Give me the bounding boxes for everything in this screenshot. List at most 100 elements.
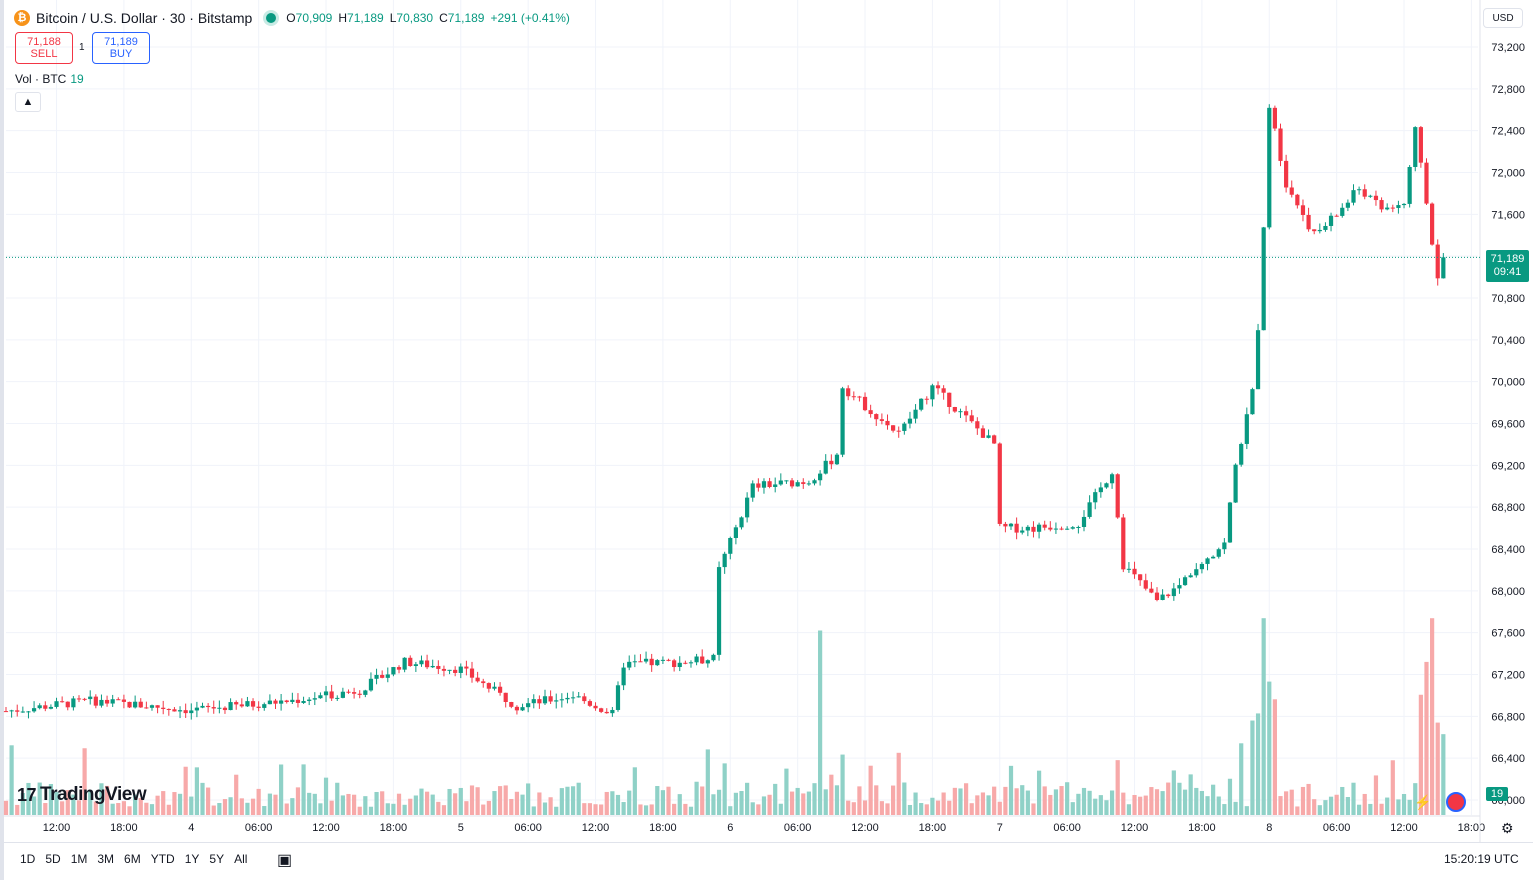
buy-button[interactable]: 71,189 BUY xyxy=(92,32,150,64)
candle-body xyxy=(1368,195,1373,197)
symbol-title[interactable]: Bitcoin / U.S. Dollar · 30 · Bitstamp xyxy=(36,10,253,26)
utc-clock[interactable]: 15:20:19 UTC xyxy=(1444,852,1519,866)
candle-body xyxy=(189,710,194,714)
candle-body xyxy=(245,701,250,707)
candle-body xyxy=(368,678,374,691)
candle-body xyxy=(840,388,845,455)
candle-body xyxy=(1435,244,1440,279)
volume-bar xyxy=(234,774,239,815)
candle-body xyxy=(1222,542,1227,550)
candle-body xyxy=(20,711,25,713)
volume-bar xyxy=(952,787,957,815)
candle-body xyxy=(419,660,424,665)
candle-body xyxy=(1413,127,1418,167)
range-button-5y[interactable]: 5Y xyxy=(209,852,225,866)
y-tick-label: 67,200 xyxy=(1491,670,1525,682)
volume-bar xyxy=(700,786,705,815)
volume-bar xyxy=(177,793,183,815)
price-chart[interactable]: 66,00066,40066,80067,20067,60068,00068,4… xyxy=(0,0,1533,842)
range-button-6m[interactable]: 6M xyxy=(124,852,141,866)
candle-body xyxy=(430,665,435,668)
volume-legend[interactable]: Vol · BTC 19 xyxy=(15,72,84,86)
volume-bar xyxy=(99,783,104,815)
volume-bar xyxy=(728,806,733,815)
volume-bar xyxy=(672,803,677,815)
volume-bar xyxy=(834,785,840,815)
candle-body xyxy=(1160,594,1165,601)
candle-body xyxy=(509,702,514,707)
volume-bar xyxy=(806,791,811,815)
volume-bar xyxy=(722,763,727,815)
candle-body xyxy=(778,480,783,485)
currency-select[interactable]: USD xyxy=(1483,8,1523,28)
volume-bar xyxy=(677,794,682,815)
candle-body xyxy=(1182,577,1188,586)
volume-bar xyxy=(1194,787,1199,815)
volume-bar xyxy=(256,788,261,815)
candle-body xyxy=(43,705,48,709)
volume-bar xyxy=(1098,795,1103,815)
y-tick-label: 72,800 xyxy=(1491,84,1525,96)
range-button-3m[interactable]: 3M xyxy=(97,852,115,866)
collapse-legend-button[interactable]: ▲ xyxy=(15,92,41,112)
candle-body xyxy=(520,707,525,711)
candle-body xyxy=(447,669,452,671)
volume-bar xyxy=(1328,796,1334,815)
volume-bar xyxy=(520,794,525,815)
candle-body xyxy=(902,423,907,431)
calendar-icon[interactable]: ▣ xyxy=(277,852,293,869)
volume-bar xyxy=(363,796,368,815)
candle-body xyxy=(1059,528,1064,530)
flag-icon[interactable] xyxy=(1446,792,1466,812)
candle-body xyxy=(1008,523,1014,527)
x-tick-label: 18:00 xyxy=(1458,822,1486,834)
tradingview-logo[interactable]: 17 TradingView xyxy=(17,784,147,806)
candle-body xyxy=(705,660,710,664)
candle-body xyxy=(672,660,677,668)
range-button-5d[interactable]: 5D xyxy=(45,852,61,866)
candle-body xyxy=(133,701,138,708)
lightning-icon[interactable]: ⚡ xyxy=(1414,794,1432,810)
range-button-ytd[interactable]: YTD xyxy=(150,852,175,866)
volume-bar xyxy=(71,794,76,815)
bitcoin-logo-icon: ₿ xyxy=(14,10,30,26)
candle-body xyxy=(829,460,834,465)
volume-bar xyxy=(582,803,587,815)
volume-bar xyxy=(666,786,671,815)
candle-body xyxy=(121,699,127,702)
volume-bar xyxy=(1267,681,1272,815)
volume-bar xyxy=(346,793,351,815)
candle-body xyxy=(486,683,491,689)
volume-bar xyxy=(1003,786,1008,815)
x-tick-label: 18:00 xyxy=(649,822,677,834)
volume-bar xyxy=(1261,618,1266,815)
candle-body xyxy=(599,708,604,712)
x-tick-label: 06:00 xyxy=(1053,822,1081,834)
candle-body xyxy=(329,691,334,699)
volume-bar xyxy=(340,795,345,815)
volume-bar xyxy=(958,788,963,815)
y-tick-label: 68,800 xyxy=(1491,502,1525,514)
candle-body xyxy=(930,385,935,400)
candle-body xyxy=(554,700,559,702)
volume-bar xyxy=(279,764,284,815)
volume-bar xyxy=(565,786,570,815)
range-button-all[interactable]: All xyxy=(234,852,248,866)
volume-bar xyxy=(1199,790,1205,815)
market-status-icon[interactable] xyxy=(266,13,277,23)
candle-body xyxy=(1396,205,1401,208)
range-button-1y[interactable]: 1Y xyxy=(184,852,200,866)
volume-bar xyxy=(1390,760,1395,815)
candle-body xyxy=(436,665,441,669)
candle-body xyxy=(818,473,823,481)
volume-bar xyxy=(919,803,924,815)
range-button-1m[interactable]: 1M xyxy=(70,852,88,866)
settings-gear-icon[interactable]: ⚙ xyxy=(1501,820,1514,836)
volume-bar xyxy=(1435,722,1440,815)
sell-button[interactable]: 71,188 SELL xyxy=(15,32,73,64)
volume-bar xyxy=(649,804,654,815)
candle-body xyxy=(149,705,155,708)
candle-body xyxy=(1227,502,1233,543)
range-button-1d[interactable]: 1D xyxy=(20,852,36,866)
candle-body xyxy=(745,497,750,518)
